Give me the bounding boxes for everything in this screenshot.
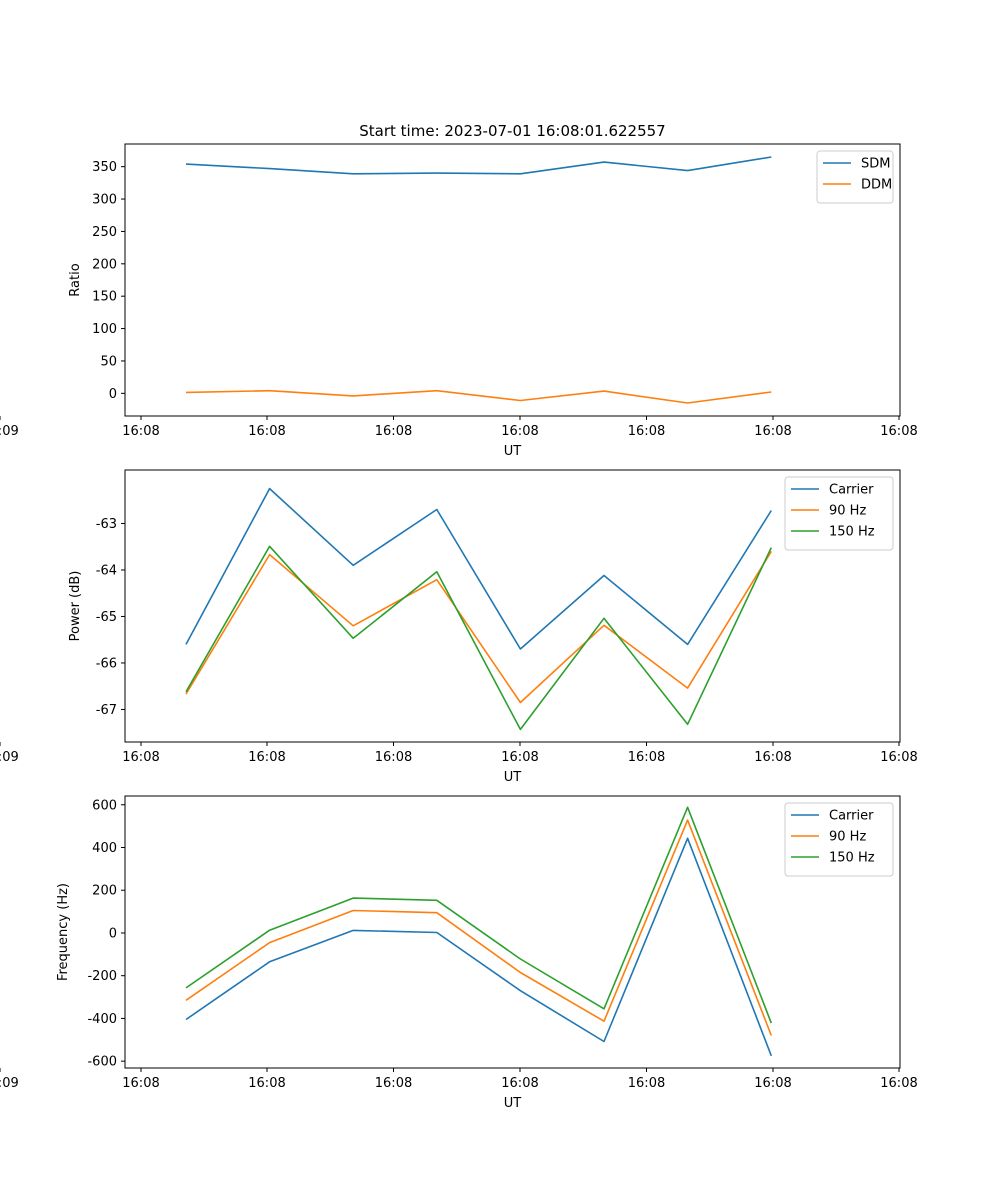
series-line-sdm — [185, 156, 772, 175]
axes-frame — [124, 795, 901, 1069]
series-line-carrier — [185, 837, 773, 1057]
x-tick-label: 16:09 — [0, 424, 19, 439]
x-tick-label: 16:08 — [880, 1076, 917, 1091]
y-tick-label: -400 — [87, 1012, 117, 1027]
y-tick-label: 0 — [109, 926, 117, 941]
y-tick-label: -200 — [87, 969, 117, 984]
axes-frame — [124, 469, 901, 743]
legend-label-carrier: Carrier — [829, 809, 874, 824]
y-tick-label: 400 — [92, 841, 117, 856]
legend-label-150-hz: 150 Hz — [829, 851, 875, 866]
y-tick-label: -66 — [96, 656, 117, 671]
x-axis-label: UT — [504, 1096, 522, 1111]
series-line-90-hz — [185, 550, 772, 704]
x-tick-label: 16:08 — [754, 750, 791, 765]
series-line-150-hz — [185, 545, 773, 731]
legend-label-ddm: DDM — [861, 178, 892, 193]
x-axis-label: UT — [504, 444, 522, 459]
x-tick-label: 16:08 — [122, 1076, 159, 1091]
x-tick-label: 16:08 — [628, 1076, 665, 1091]
series-line-150-hz — [185, 806, 773, 1024]
x-tick-label: 16:08 — [248, 1076, 285, 1091]
x-tick-label: 16:09 — [0, 1076, 19, 1091]
series-line-ddm — [185, 389, 772, 404]
legend-label-90-hz: 90 Hz — [829, 504, 866, 519]
y-tick-label: 200 — [92, 884, 117, 899]
axes-frame — [124, 143, 901, 417]
x-tick-label: 16:08 — [248, 750, 285, 765]
x-tick-label: 16:08 — [248, 424, 285, 439]
legend-label-90-hz: 90 Hz — [829, 830, 866, 845]
y-tick-label: -64 — [96, 563, 117, 578]
y-axis-label: Ratio — [68, 263, 83, 296]
legend: Carrier 90 Hz 150 Hz — [784, 476, 894, 551]
y-tick-label: 600 — [92, 798, 117, 813]
y-tick-label: 150 — [92, 290, 117, 305]
y-tick-label: 350 — [92, 160, 117, 175]
y-tick-label: 0 — [109, 387, 117, 402]
x-tick-label: 16:09 — [0, 750, 19, 765]
y-tick-label: -63 — [96, 517, 117, 532]
y-tick-label: 200 — [92, 257, 117, 272]
x-tick-label: 16:08 — [501, 1076, 538, 1091]
legend-label-sdm: SDM — [861, 157, 890, 172]
y-axis-label: Power (dB) — [68, 571, 83, 642]
y-tick-label: -67 — [96, 703, 117, 718]
legend-box — [816, 150, 894, 204]
y-tick-label: 50 — [100, 354, 117, 369]
y-axis-label: Frequency (Hz) — [56, 883, 71, 981]
x-tick-label: 16:08 — [501, 424, 538, 439]
x-tick-label: 16:08 — [754, 424, 791, 439]
x-tick-label: 16:08 — [375, 424, 412, 439]
legend-label-150-hz: 150 Hz — [829, 525, 875, 540]
ratio-subplot: 16:08 16:08 16:08 16:08 16:08 16:08 16:08 16:09… — [0, 143, 918, 459]
figure-title: Start time: 2023-07-01 16:08:01.622557 — [359, 122, 665, 140]
power-subplot: 16:08 16:08 16:08 16:08 16:08 16:08 16:08 16:09… — [0, 469, 918, 785]
x-tick-label: 16:08 — [375, 750, 412, 765]
x-tick-label: 16:08 — [501, 750, 538, 765]
legend: SDM DDM — [816, 150, 894, 204]
x-tick-label: 16:08 — [754, 1076, 791, 1091]
y-tick-label: 100 — [92, 322, 117, 337]
x-tick-label: 16:08 — [628, 750, 665, 765]
y-tick-label: 300 — [92, 193, 117, 208]
x-tick-label: 16:08 — [880, 750, 917, 765]
x-tick-label: 16:08 — [880, 424, 917, 439]
x-tick-label: 16:08 — [122, 750, 159, 765]
x-tick-label: 16:08 — [375, 1076, 412, 1091]
x-tick-label: 16:08 — [628, 424, 665, 439]
x-axis-label: UT — [504, 770, 522, 785]
legend: Carrier 90 Hz 150 Hz — [784, 802, 894, 877]
y-tick-label: 250 — [92, 225, 117, 240]
frequency-subplot: 16:08 16:08 16:08 16:08 16:08 16:08 16:08 16:09… — [0, 795, 918, 1111]
series-line-carrier — [185, 487, 772, 650]
y-tick-label: -65 — [96, 610, 117, 625]
y-tick-label: -600 — [87, 1055, 117, 1070]
series-line-90-hz — [185, 819, 773, 1036]
legend-label-carrier: Carrier — [829, 483, 874, 498]
x-tick-label: 16:08 — [122, 424, 159, 439]
